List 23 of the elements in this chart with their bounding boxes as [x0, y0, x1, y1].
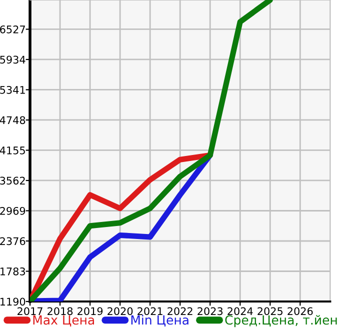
x-tick-label: 2026 — [288, 307, 313, 316]
y-tick-label: 4155 — [0, 146, 25, 154]
x-tick-label: 2023 — [198, 307, 223, 316]
x-tick-label: 2018 — [48, 307, 73, 316]
legend-label: Max Цена — [33, 315, 94, 326]
x-tick-label: 2022 — [168, 307, 192, 316]
y-tick-label: 5934 — [0, 56, 26, 64]
y-tick-label: 4748 — [0, 116, 26, 124]
x-tick-label: 2024 — [228, 307, 253, 316]
legend-label: Min Цена — [131, 315, 188, 326]
y-tick-label: 3562 — [0, 176, 25, 185]
x-tick-label: 2025 — [258, 307, 282, 316]
y-tick-label: 1783 — [0, 267, 26, 276]
x-tick-label: 2021 — [138, 307, 162, 316]
y-tick-label: 5341 — [0, 86, 25, 94]
x-tick-label: 2017 — [18, 307, 42, 316]
y-tick-label: 2969 — [0, 206, 26, 215]
legend-label: Сред.Цена, т.йен — [225, 315, 337, 328]
y-tick-label: 1190 — [0, 298, 26, 306]
y-tick-label: 2376 — [0, 237, 26, 246]
x-tick-label: 2019 — [78, 307, 103, 316]
y-tick-label: 6527 — [0, 25, 25, 34]
x-tick-label: 2020 — [108, 307, 133, 316]
